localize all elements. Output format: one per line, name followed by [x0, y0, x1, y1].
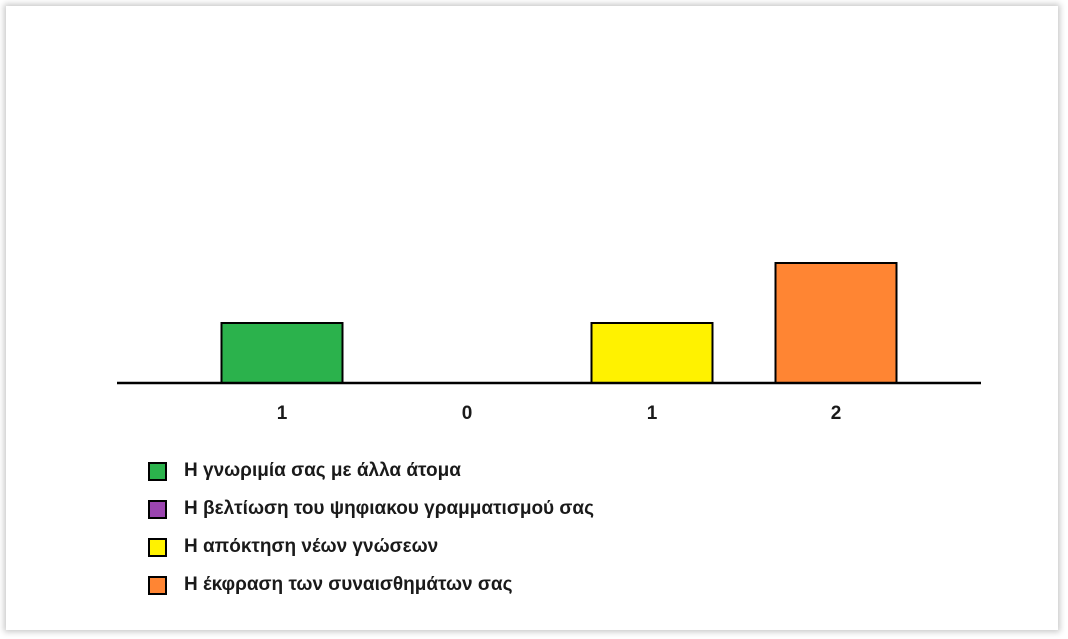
legend-swatch: [148, 461, 167, 481]
legend-item: Η βελτίωση του ψηφιακου γραμματισμού σας: [148, 490, 594, 528]
legend-swatch: [148, 575, 167, 595]
legend-swatch: [148, 499, 167, 519]
legend-label: Η γνωριμία σας με άλλα άτομα: [184, 460, 461, 481]
legend-item: Η απόκτηση νέων γνώσεων: [148, 528, 594, 566]
bar: [590, 322, 714, 384]
bar: [774, 262, 898, 384]
legend-label: Η απόκτηση νέων γνώσεων: [184, 536, 439, 557]
legend-item: Η έκφραση των συναισθημάτων σας: [148, 566, 594, 604]
chart-legend: Η γνωριμία σας με άλλα άτομα Η βελτίωση …: [148, 452, 594, 604]
bar-value-label: 1: [277, 403, 288, 424]
bar-value-label: 0: [462, 403, 473, 424]
bar-value-label: 2: [831, 403, 842, 424]
bar-value-label: 1: [647, 403, 658, 424]
legend-label: Η βελτίωση του ψηφιακου γραμματισμού σας: [184, 498, 594, 519]
legend-swatch: [148, 537, 167, 557]
legend-label: Η έκφραση των συναισθημάτων σας: [184, 574, 513, 595]
legend-item: Η γνωριμία σας με άλλα άτομα: [148, 452, 594, 490]
bar: [220, 322, 344, 384]
